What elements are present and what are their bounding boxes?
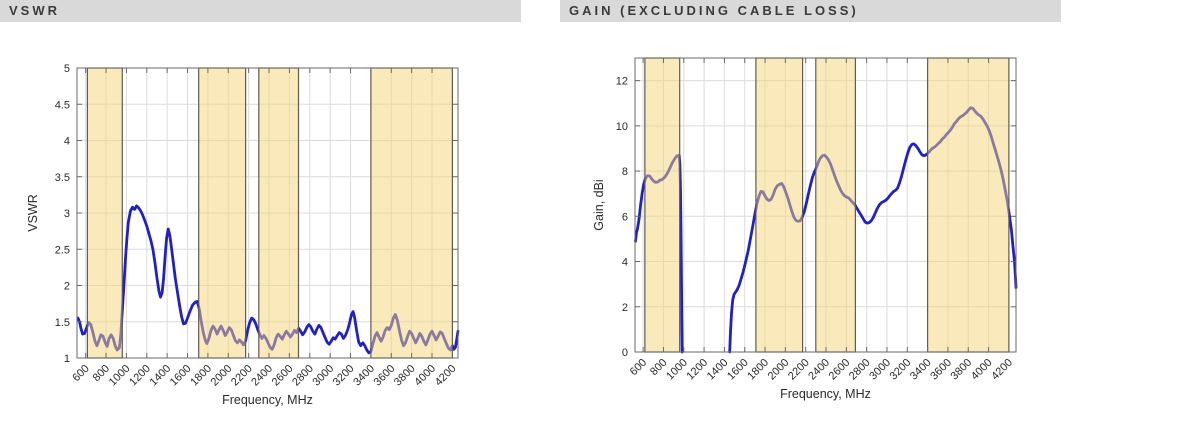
x-tick-label: 3200 bbox=[331, 363, 357, 389]
x-tick-label: 2600 bbox=[827, 357, 853, 383]
x-tick-label: 1600 bbox=[168, 363, 194, 389]
x-tick-label: 3600 bbox=[372, 363, 398, 389]
x-tick-label: 2800 bbox=[290, 363, 316, 389]
y-tick-label: 3.5 bbox=[55, 172, 70, 184]
y-tick-label: 10 bbox=[616, 121, 628, 133]
x-tick-label: 3000 bbox=[311, 363, 337, 389]
x-tick-label: 1000 bbox=[664, 357, 690, 383]
y-tick-label: 1.5 bbox=[55, 317, 70, 329]
vswr-chart: 6008001000120014001600180020002200240026… bbox=[26, 63, 460, 407]
x-tick-label: 1400 bbox=[148, 363, 174, 389]
y-tick-label: 12 bbox=[616, 76, 628, 88]
frequency-bands bbox=[86, 67, 453, 359]
x-tick-label: 1800 bbox=[188, 363, 214, 389]
y-tick-label: 3 bbox=[64, 208, 70, 220]
x-tick-label: 3800 bbox=[392, 363, 418, 389]
x-tick-label: 1200 bbox=[684, 357, 710, 383]
x-tick-label: 3800 bbox=[949, 357, 975, 383]
x-tick-label: 600 bbox=[628, 357, 649, 378]
x-tick-label: 4200 bbox=[433, 363, 459, 389]
x-tick-label: 2800 bbox=[847, 357, 873, 383]
vswr-section-title: VSWR bbox=[9, 3, 60, 18]
y-tick-label: 5 bbox=[64, 63, 70, 75]
gain-chart: 6008001000120014001600180020002200240026… bbox=[592, 57, 1018, 401]
x-tick-label: 1000 bbox=[107, 363, 133, 389]
frequency-bands bbox=[644, 57, 1010, 353]
x-tick-label: 3400 bbox=[908, 357, 934, 383]
x-axis-label: Frequency, MHz bbox=[222, 393, 313, 407]
y-tick-label: 2 bbox=[64, 281, 70, 293]
y-tick-label: 4 bbox=[622, 257, 628, 269]
x-tick-label: 600 bbox=[70, 363, 91, 384]
y-tick-label: 4.5 bbox=[55, 99, 70, 111]
x-tick-label: 2000 bbox=[766, 357, 792, 383]
x-tick-label: 3600 bbox=[928, 357, 954, 383]
gain-section-header: GAIN (EXCLUDING CABLE LOSS) bbox=[560, 0, 1061, 22]
y-tick-label: 6 bbox=[622, 211, 628, 223]
gain-section-title: GAIN (EXCLUDING CABLE LOSS) bbox=[569, 3, 859, 18]
x-tick-label: 1800 bbox=[745, 357, 771, 383]
axes-box bbox=[76, 67, 459, 359]
axes-box bbox=[634, 57, 1017, 353]
y-tick-label: 0 bbox=[622, 347, 628, 359]
x-tick-label: 2400 bbox=[249, 363, 275, 389]
x-axis-label: Frequency, MHz bbox=[780, 387, 871, 401]
x-tick-label: 3000 bbox=[867, 357, 893, 383]
x-tick-label: 2200 bbox=[786, 357, 812, 383]
y-tick-label: 2.5 bbox=[55, 244, 70, 256]
x-tick-label: 3200 bbox=[888, 357, 914, 383]
x-tick-label: 1200 bbox=[127, 363, 153, 389]
x-tick-label: 4000 bbox=[412, 363, 438, 389]
y-axis-label: VSWR bbox=[26, 194, 40, 232]
y-tick-label: 8 bbox=[622, 166, 628, 178]
x-tick-label: 2600 bbox=[270, 363, 296, 389]
vswr-section-header: VSWR bbox=[0, 0, 521, 22]
y-axis-label: Gain, dBi bbox=[592, 179, 606, 230]
x-tick-label: 2200 bbox=[229, 363, 255, 389]
x-tick-label: 2000 bbox=[209, 363, 235, 389]
x-tick-label: 2400 bbox=[806, 357, 832, 383]
x-tick-label: 4000 bbox=[969, 357, 995, 383]
x-tick-label: 3400 bbox=[351, 363, 377, 389]
x-tick-label: 4200 bbox=[989, 357, 1015, 383]
y-tick-label: 2 bbox=[622, 302, 628, 314]
y-tick-label: 1 bbox=[64, 353, 70, 365]
y-tick-label: 4 bbox=[64, 136, 70, 148]
x-tick-label: 1400 bbox=[705, 357, 731, 383]
x-tick-label: 1600 bbox=[725, 357, 751, 383]
